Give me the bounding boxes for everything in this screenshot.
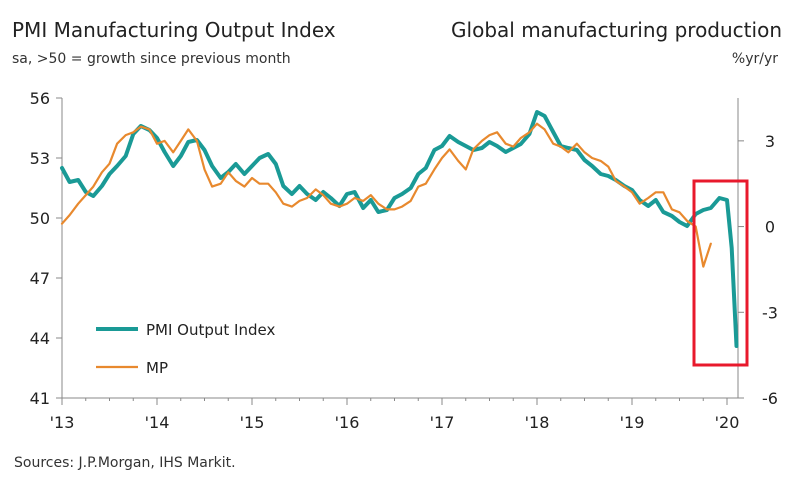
mp-line [60, 122, 712, 268]
left-tick-label: 41 [30, 389, 50, 408]
x-tick-label: '15 [240, 413, 265, 432]
legend-label-pmi: PMI Output Index [146, 321, 275, 339]
series-lines [60, 110, 739, 348]
legend-label-mp: MP [146, 359, 168, 377]
x-tick-label: '17 [430, 413, 455, 432]
x-tick-label: '20 [715, 413, 740, 432]
highlight-box [692, 179, 749, 367]
pmi-output-index-line [60, 110, 739, 348]
tick-labels: 41 44 47 50 53 56 -6 -3 0 3 '13 '14 '15 '16 '17 '18 '19 '… [30, 89, 778, 432]
left-tick-label: 47 [30, 269, 50, 288]
right-tick-label: -3 [762, 303, 778, 322]
chart-subtitle-left: sa, >50 = growth since previous month [12, 51, 291, 67]
chart-title-left: PMI Manufacturing Output Index [12, 18, 336, 42]
highlight-layer [692, 179, 749, 367]
left-tick-label: 56 [30, 89, 50, 108]
x-tick-label: '13 [50, 413, 75, 432]
x-tick-label: '14 [145, 413, 170, 432]
right-tick-label: -6 [762, 389, 778, 408]
left-tick-label: 50 [30, 209, 50, 228]
left-tick-label: 44 [30, 329, 50, 348]
x-tick-label: '16 [335, 413, 360, 432]
left-tick-label: 53 [30, 149, 50, 168]
right-tick-label: 0 [765, 218, 775, 237]
chart-axes [56, 97, 744, 405]
x-tick-label: '18 [525, 413, 550, 432]
source-note: Sources: J.P.Morgan, IHS Markit. [14, 455, 236, 471]
right-tick-label: 3 [765, 132, 775, 151]
chart-subtitle-right: %yr/yr [731, 51, 778, 67]
legend: PMI Output Index MP [96, 321, 275, 377]
x-tick-label: '19 [620, 413, 645, 432]
chart-title-right: Global manufacturing production [451, 18, 782, 42]
